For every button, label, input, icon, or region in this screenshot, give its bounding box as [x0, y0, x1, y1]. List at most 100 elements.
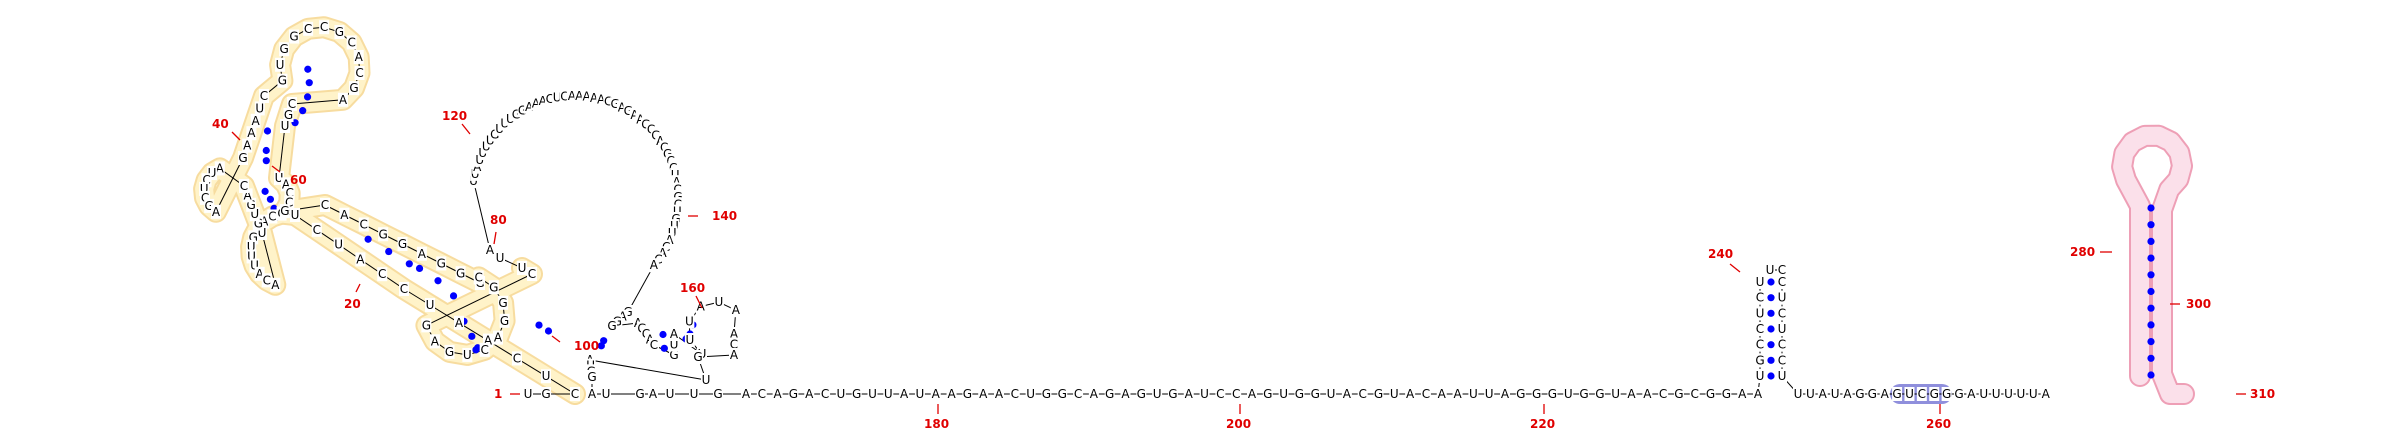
position-tick: [494, 232, 496, 244]
nucleotide-154: U: [685, 314, 694, 328]
nucleotide-65: C: [321, 198, 329, 212]
position-label: 200: [1226, 417, 1251, 431]
nucleotide-266: G: [1930, 387, 1939, 401]
nucleotide-215: U: [1390, 387, 1399, 401]
position-tick: [356, 284, 360, 292]
base-pair-dot: [2147, 371, 2154, 378]
nucleotide-44: C: [260, 89, 268, 103]
nucleotide-204: C: [1216, 387, 1224, 401]
base-pair-dot: [545, 327, 552, 334]
base-pair-dot: [264, 127, 271, 134]
nucleotide-1: U: [524, 387, 533, 401]
nucleotide-80: U: [463, 348, 472, 362]
backbone-bond: [590, 360, 706, 380]
nucleotide-258: U: [1831, 387, 1840, 401]
position-label: 180: [924, 417, 949, 431]
nucleotide-183: U: [884, 387, 893, 401]
nucleotide-243: U: [1756, 306, 1765, 320]
nucleotide-9: C: [400, 282, 408, 296]
nucleotide-271: U: [1992, 387, 2001, 401]
base-pair-dot: [304, 93, 311, 100]
nucleotide-69: G: [398, 237, 407, 251]
nucleotide-166: G: [587, 370, 596, 384]
nucleotide-176: A: [774, 387, 783, 401]
nucleotide-236: G: [1722, 387, 1731, 401]
position-tick: [552, 336, 560, 342]
nucleotide-54: C: [355, 66, 363, 80]
nucleotide-68: G: [378, 227, 387, 241]
nucleotide-218: A: [1438, 387, 1447, 401]
nucleotide-250: C: [1778, 306, 1786, 320]
nucleotide-226: U: [1564, 387, 1573, 401]
base-pair-dot: [263, 157, 270, 164]
nucleotide-195: C: [1074, 387, 1082, 401]
base-pair-dot: [434, 277, 441, 284]
nucleotide-153: U: [685, 333, 694, 347]
nucleotide-182: U: [868, 387, 877, 401]
nucleotide-235: G: [1706, 387, 1715, 401]
nucleotide-267: G: [1942, 387, 1951, 401]
nucleotide-70: A: [418, 247, 427, 261]
base-pair-dot: [416, 265, 423, 272]
base-pair-dot: [2147, 255, 2154, 262]
backbone-bond: [474, 181, 490, 250]
nucleotide-85: U: [518, 261, 527, 275]
nucleotide-205: C: [1232, 387, 1240, 401]
base-pair-dot: [1767, 310, 1774, 317]
nucleotide-82: A: [431, 334, 440, 348]
position-label: 120: [442, 109, 467, 123]
base-pair-dot: [1767, 372, 1774, 379]
nucleotide-39: G: [238, 151, 247, 165]
nucleotide-5: C: [513, 351, 521, 365]
nucleotide-77: G: [500, 314, 509, 328]
nucleotide-14: U: [291, 208, 300, 222]
nucleotide-219: A: [1453, 387, 1462, 401]
nucleotide-169: G: [635, 387, 644, 401]
nucleotide-233: G: [1674, 387, 1683, 401]
nucleotide-48: G: [289, 30, 298, 44]
base-pair-dot: [2147, 288, 2154, 295]
nucleotide-161: G: [693, 350, 702, 364]
nucleotide-239: U: [1756, 369, 1765, 383]
base-pair-dot: [535, 322, 542, 329]
nucleotide-45: G: [278, 74, 287, 88]
nucleotide-79: C: [480, 343, 488, 357]
nucleotide-3: C: [571, 387, 579, 401]
nucleotide-160: A: [730, 348, 739, 362]
nucleotide-186: A: [932, 387, 941, 401]
nucleotide-249: U: [1778, 291, 1787, 305]
nucleotide-261: G: [1868, 387, 1877, 401]
nucleotide-273: U: [2017, 387, 2026, 401]
nucleotide-242: C: [1756, 322, 1764, 336]
nucleotide-211: U: [1327, 387, 1336, 401]
nucleotide-180: U: [836, 387, 845, 401]
nucleotide-199: G: [1137, 387, 1146, 401]
nucleotide-231: A: [1643, 387, 1652, 401]
nucleotide-156: U: [715, 295, 724, 309]
nucleotide-241: C: [1756, 338, 1764, 352]
nucleotide-151: A: [670, 327, 679, 341]
nucleotide-139: A: [650, 258, 659, 272]
nucleotide-274: U: [2029, 387, 2038, 401]
nucleotide-74: C: [474, 270, 482, 284]
position-label: 100: [574, 339, 599, 353]
base-pair-dot: [1767, 341, 1774, 348]
nucleotide-66: A: [340, 208, 349, 222]
nucleotide-207: G: [1263, 387, 1272, 401]
nucleotide-41: A: [247, 126, 256, 140]
nucleotide-178: A: [805, 387, 814, 401]
nucleotide-270: U: [1979, 387, 1988, 401]
nucleotide-31: C: [240, 179, 248, 193]
nucleotide-8: U: [426, 298, 435, 312]
nucleotide-254: U: [1778, 369, 1787, 383]
nucleotide-213: C: [1358, 387, 1366, 401]
position-label: 140: [712, 209, 737, 223]
nucleotide-272: U: [2004, 387, 2013, 401]
base-pair-dot: [267, 196, 274, 203]
nucleotide-84: C: [528, 267, 536, 281]
nucleotide-244: C: [1756, 291, 1764, 305]
base-pair-dot: [262, 188, 269, 195]
nucleotide-200: U: [1153, 387, 1162, 401]
base-pair-dot: [2147, 238, 2154, 245]
